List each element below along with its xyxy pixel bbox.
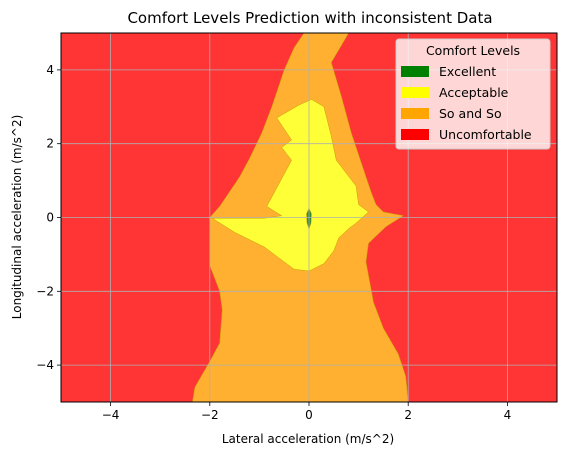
legend-swatch <box>401 87 429 98</box>
legend: Comfort Levels Excellent Acceptable So and … <box>395 38 551 150</box>
y-axis-label: Longitudinal acceleration (m/s^2) <box>10 115 24 320</box>
x-tick-label: −4 <box>102 408 120 422</box>
y-tick-label: −2 <box>36 284 54 298</box>
y-tick-label: −4 <box>36 358 54 372</box>
legend-swatch <box>401 66 429 77</box>
y-tick-label: 4 <box>46 63 54 77</box>
y-tick-label: 2 <box>46 137 54 151</box>
legend-entry-label: Uncomfortable <box>439 127 532 142</box>
legend-entry-label: Excellent <box>439 64 496 79</box>
legend-box <box>395 38 551 150</box>
legend-entry-label: So and So <box>439 106 502 121</box>
legend-title: Comfort Levels <box>426 43 520 58</box>
chart-title: Comfort Levels Prediction with inconsist… <box>127 9 492 27</box>
x-tick-label: 0 <box>305 408 313 422</box>
y-tick-label: 0 <box>46 211 54 225</box>
region-acceptable <box>211 99 369 272</box>
legend-swatch <box>401 108 429 119</box>
x-axis-label: Lateral acceleration (m/s^2) <box>222 432 394 446</box>
legend-swatch <box>401 129 429 140</box>
x-tick-label: 2 <box>404 408 412 422</box>
x-tick-label: 4 <box>504 408 512 422</box>
x-tick-label: −2 <box>201 408 219 422</box>
x-axis: −4 −2 0 2 4 <box>102 402 511 422</box>
legend-entry-label: Acceptable <box>439 85 509 100</box>
y-axis: −4 −2 0 2 4 <box>36 63 61 372</box>
